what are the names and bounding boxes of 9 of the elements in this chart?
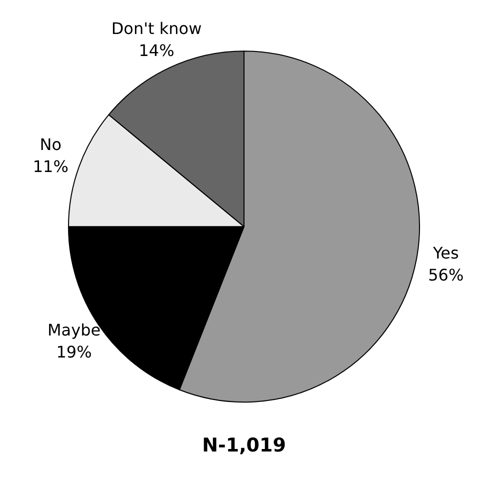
data-label: 11% [32, 157, 68, 176]
data-label: 14% [138, 40, 174, 60]
slice-label: No [40, 135, 62, 154]
data-label: 56% [428, 265, 464, 284]
data-label: 19% [56, 342, 92, 362]
slice-label: Maybe [47, 320, 101, 340]
slice-label: Yes [432, 243, 459, 262]
slice-label: Don't know [111, 18, 202, 38]
text: N-1,019 [202, 434, 286, 457]
